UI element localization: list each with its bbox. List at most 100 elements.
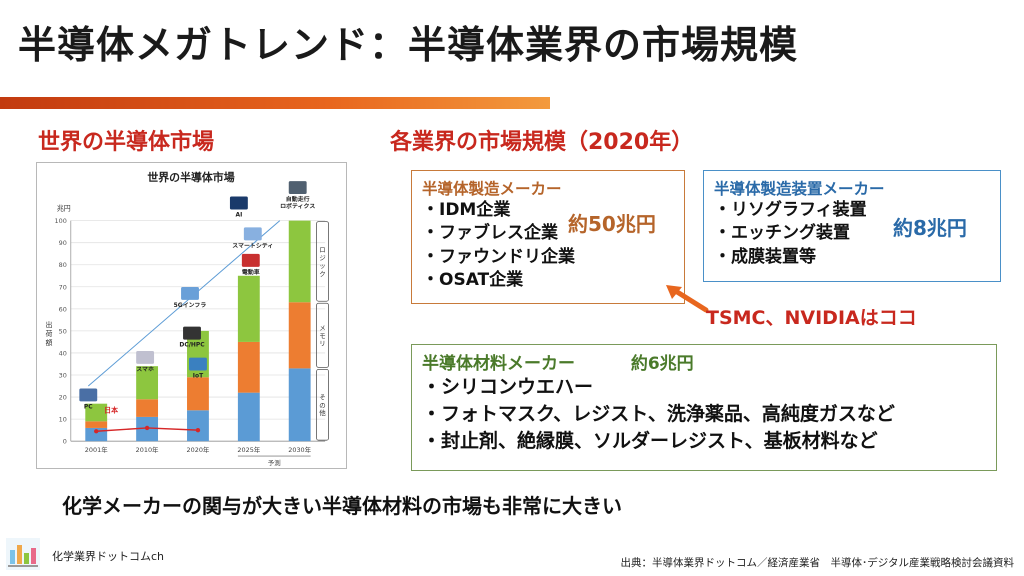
annotation-icon bbox=[229, 196, 248, 210]
semiconductor-market-chart: 世界の半導体市場兆円 0 10 20 30 40 50 60 70 80 90 100 出荷額 2001年… bbox=[36, 162, 347, 469]
bar-segment bbox=[85, 403, 108, 422]
annotation-icon bbox=[288, 181, 307, 195]
bar-segment bbox=[237, 341, 260, 393]
bracket-label: ク bbox=[319, 270, 325, 278]
left-section-heading: 世界の半導体市場 bbox=[38, 130, 215, 155]
bracket-label: ッ bbox=[319, 262, 325, 270]
bracket-label: ロ bbox=[319, 246, 325, 254]
equipment-amount: 約8兆円 bbox=[893, 216, 967, 240]
growth-arrow bbox=[87, 220, 281, 387]
material-amount: 約6兆円 bbox=[630, 354, 694, 374]
x-tick-label: 2020年 bbox=[187, 445, 210, 454]
category-bracket bbox=[316, 302, 329, 368]
japan-label: 日本 bbox=[104, 406, 118, 415]
bar-segment bbox=[237, 392, 260, 442]
equipment-box: 半導体製造装置メーカー ・リソグラフィ装置 ・エッチング装置 ・成膜装置等 bbox=[703, 170, 1001, 282]
annotation-label: スマートシティ bbox=[232, 242, 273, 249]
annotation-label: DC/HPC bbox=[179, 342, 204, 349]
annotation-label: 5Gインフラ bbox=[174, 302, 207, 309]
maker-item: ・OSAT企業 bbox=[422, 270, 524, 291]
japan-point bbox=[195, 427, 201, 433]
x-tick-label: 2001年 bbox=[85, 445, 108, 454]
material-box-title: 半導体材料メーカー bbox=[422, 354, 575, 374]
annotation-icon bbox=[243, 227, 262, 241]
annotation-label: スマホ bbox=[136, 366, 154, 373]
arrow-icon bbox=[666, 285, 709, 313]
bar-segment bbox=[288, 368, 311, 442]
y-tick-label: 30 bbox=[59, 371, 67, 379]
y-tick-label: 70 bbox=[59, 283, 67, 291]
brand-logo-icon bbox=[6, 538, 40, 570]
annotation-label: 電動車 bbox=[242, 268, 260, 276]
annotation-label: PC bbox=[84, 403, 93, 410]
y-axis-label: 荷 bbox=[45, 329, 52, 338]
y-tick-label: 100 bbox=[55, 217, 67, 225]
material-item: ・封止剤、絶縁膜、ソルダーレジスト、基板材料など bbox=[422, 429, 878, 452]
bracket-label: 他 bbox=[319, 408, 326, 417]
y-tick-label: 90 bbox=[59, 239, 67, 247]
bar-segment bbox=[187, 377, 209, 411]
japan-point bbox=[144, 425, 150, 431]
annotation-label: AI bbox=[235, 211, 242, 218]
annotation-label: ロボティクス bbox=[280, 202, 315, 210]
annotation-icon bbox=[79, 388, 98, 402]
x-tick-label: 2030年 bbox=[288, 445, 311, 454]
category-bracket bbox=[316, 368, 329, 441]
bottom-message: 化学メーカーの関与が大きい半導体材料の市場も非常に大きい bbox=[62, 494, 622, 518]
y-tick-label: 50 bbox=[59, 327, 67, 335]
bracket-label: リ bbox=[319, 340, 325, 348]
y-tick-label: 80 bbox=[59, 261, 67, 269]
material-box: 半導体材料メーカー 約6兆円 ・シリコンウエハー ・フォトマスク、レジスト、洗浄… bbox=[411, 344, 997, 471]
annotation-label: IoT bbox=[193, 372, 204, 379]
maker-item: ・IDM企業 bbox=[422, 200, 511, 220]
bar-segment bbox=[288, 302, 311, 369]
y-tick-label: 0 bbox=[63, 438, 67, 446]
bracket-label: の bbox=[319, 401, 325, 409]
source-citation: 出典：半導体業界ドットコム／経済産業省 半導体･デジタル産業戦略検討会議資料 bbox=[620, 557, 1014, 569]
bar-segment bbox=[288, 220, 311, 303]
annotation-icon bbox=[183, 326, 201, 340]
bar-segment bbox=[237, 275, 260, 342]
maker-box-heading: 半導体製造メーカー bbox=[422, 180, 562, 198]
tsmc-note: TSMC、NVIDIAはココ bbox=[706, 307, 917, 329]
bracket-label: そ bbox=[319, 393, 325, 401]
annotation-icon bbox=[241, 253, 260, 267]
y-axis-label: 出 bbox=[45, 320, 52, 329]
maker-amount: 約50兆円 bbox=[568, 212, 656, 236]
y-tick-label: 40 bbox=[59, 349, 67, 357]
bar-segment bbox=[136, 366, 159, 400]
material-item: ・シリコンウエハー bbox=[422, 376, 594, 398]
maker-item: ・ファブレス企業 bbox=[422, 223, 558, 244]
annotation-icon bbox=[136, 350, 155, 364]
y-axis-label: 額 bbox=[45, 338, 52, 347]
right-section-heading: 各業界の市場規模（2020年） bbox=[390, 130, 694, 155]
equipment-item: ・エッチング装置 bbox=[714, 223, 850, 244]
brand-name: 化学業界ドットコムch bbox=[52, 550, 165, 563]
equipment-item: ・リソグラフィ装置 bbox=[714, 200, 867, 220]
chart-title: 世界の半導体市場 bbox=[147, 170, 234, 184]
annotation-icon bbox=[181, 286, 199, 300]
equipment-item: ・成膜装置等 bbox=[714, 246, 816, 267]
bracket-label: ジ bbox=[319, 254, 326, 262]
y-tick-label: 10 bbox=[59, 416, 67, 424]
page-title: 半導体メガトレンド：半導体業界の市場規模 bbox=[18, 23, 799, 67]
bar-segment bbox=[136, 399, 159, 417]
x-tick-label: 2010年 bbox=[136, 445, 159, 454]
bar-segment bbox=[85, 421, 108, 428]
japan-point bbox=[94, 429, 99, 434]
bracket-label: モ bbox=[319, 332, 325, 340]
x-tick-label: 2025年 bbox=[237, 445, 260, 454]
y-tick-label: 20 bbox=[59, 394, 67, 402]
bracket-label: メ bbox=[319, 324, 325, 332]
bar-segment bbox=[187, 410, 209, 442]
y-unit-label: 兆円 bbox=[57, 204, 71, 213]
equipment-box-heading: 半導体製造装置メーカー bbox=[714, 180, 885, 198]
material-box-heading: 半導体材料メーカー 約6兆円 bbox=[422, 349, 986, 374]
annotation-label: 自動走行 bbox=[286, 195, 310, 203]
material-item: ・フォトマスク、レジスト、洗浄薬品、高純度ガスなど bbox=[422, 402, 895, 425]
maker-box: 半導体製造メーカー ・IDM企業 ・ファブレス企業 ・ファウンドリ企業 ・OSA… bbox=[411, 170, 685, 304]
annotation-icon bbox=[189, 357, 207, 371]
y-tick-label: 60 bbox=[59, 305, 67, 313]
maker-item: ・ファウンドリ企業 bbox=[422, 246, 575, 267]
